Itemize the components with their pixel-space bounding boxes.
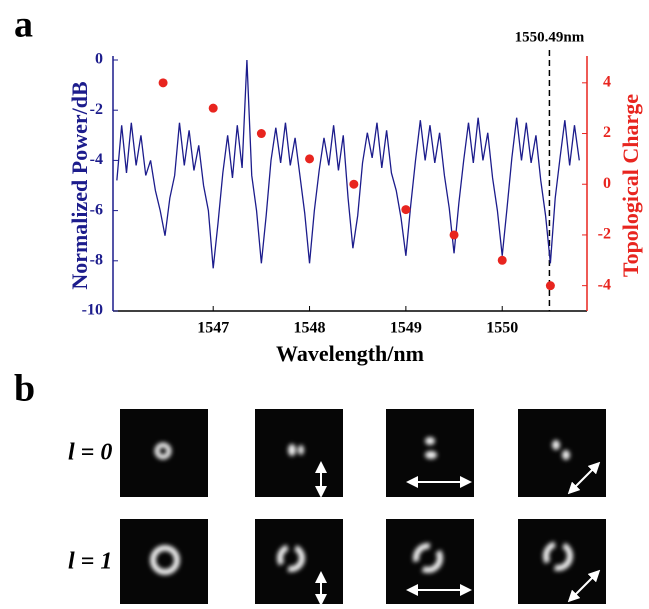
y-axis-label: Normalized Power/dB <box>67 81 92 290</box>
y2-tick-label: -2 <box>598 226 611 243</box>
y-tick-label: 0 <box>95 51 103 68</box>
x-tick-label: 1548 <box>294 320 326 337</box>
y2-tick-label: 0 <box>603 175 611 192</box>
mode-images <box>120 409 606 606</box>
charge-point <box>158 78 168 88</box>
y2-tick-label: -4 <box>598 276 611 293</box>
x-tick-label: 1549 <box>390 320 422 337</box>
charge-point <box>401 205 411 215</box>
charge-point <box>349 179 359 189</box>
y2-tick-label: 4 <box>603 73 611 90</box>
x-tick-label: 1547 <box>197 320 229 337</box>
y2-axis-label: Topological Charge <box>618 94 643 277</box>
charge-point <box>305 154 315 164</box>
y-tick-label: -6 <box>90 201 103 218</box>
charge-point <box>545 281 555 291</box>
x-tick-label: 1550 <box>486 320 518 337</box>
y2-tick-label: 2 <box>603 124 611 141</box>
charge-point <box>449 230 459 240</box>
y-tick-label: -10 <box>82 302 103 319</box>
charge-point <box>497 255 507 265</box>
x-axis-label: Wavelength/nm <box>276 341 424 366</box>
y-tick-label: -2 <box>90 101 103 118</box>
y-tick-label: -4 <box>90 151 103 168</box>
charge-point <box>256 129 266 139</box>
panel-label: a <box>14 4 33 46</box>
row-label: l = 1 <box>68 549 112 575</box>
panel-label: b <box>14 368 35 410</box>
annotation: 1550.49nm <box>515 29 585 45</box>
y-tick-label: -8 <box>90 251 103 268</box>
spectrum-line <box>116 59 580 269</box>
row-label: l = 0 <box>68 440 112 466</box>
charge-point <box>208 103 218 113</box>
